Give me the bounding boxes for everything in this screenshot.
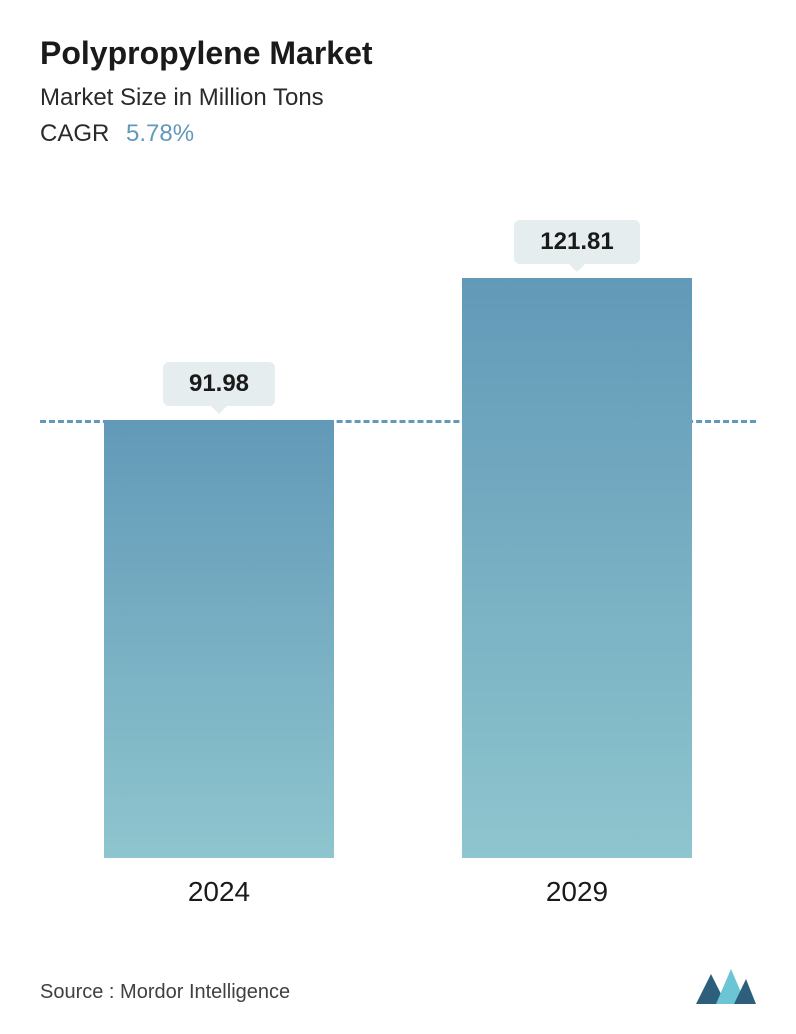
cagr-label: CAGR — [40, 120, 109, 147]
chart-title: Polypropylene Market — [40, 35, 756, 72]
bar — [104, 420, 334, 858]
bar-value-label: 91.98 — [163, 362, 275, 406]
cagr-value: 5.78% — [126, 120, 194, 147]
footer: Source : Mordor Intelligence — [40, 964, 756, 1004]
chart-area: 91.98 121.81 2024 2029 — [40, 188, 756, 908]
x-axis-label: 2024 — [104, 876, 334, 908]
bar-group: 91.98 — [104, 362, 334, 858]
bars-container: 91.98 121.81 — [40, 218, 756, 858]
chart-subtitle: Market Size in Million Tons — [40, 84, 756, 112]
bar — [462, 278, 692, 858]
cagr-line: CAGR 5.78% — [40, 120, 756, 148]
mordor-logo-icon — [696, 964, 756, 1004]
x-axis-labels: 2024 2029 — [40, 876, 756, 908]
bar-value-label: 121.81 — [514, 220, 639, 264]
x-axis-label: 2029 — [462, 876, 692, 908]
source-text: Source : Mordor Intelligence — [40, 981, 290, 1004]
bar-group: 121.81 — [462, 220, 692, 858]
